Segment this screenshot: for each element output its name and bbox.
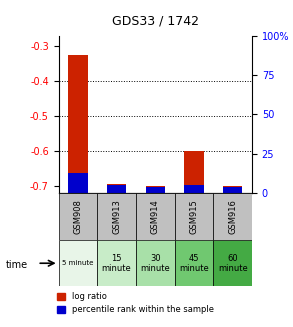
Text: 30
minute: 30 minute	[140, 253, 170, 273]
Text: 60
minute: 60 minute	[218, 253, 248, 273]
FancyBboxPatch shape	[97, 240, 136, 286]
Text: time: time	[6, 260, 28, 270]
FancyBboxPatch shape	[97, 193, 136, 240]
Text: GDS33 / 1742: GDS33 / 1742	[112, 15, 199, 28]
FancyBboxPatch shape	[59, 193, 97, 240]
Bar	[107, 185, 126, 193]
FancyBboxPatch shape	[136, 193, 175, 240]
Text: GSM913: GSM913	[112, 199, 121, 234]
Text: GSM916: GSM916	[228, 199, 237, 234]
FancyBboxPatch shape	[213, 240, 252, 286]
FancyBboxPatch shape	[213, 193, 252, 240]
Text: 5 minute: 5 minute	[62, 260, 94, 266]
Bar	[146, 186, 165, 193]
Bar	[184, 151, 204, 193]
Text: GSM915: GSM915	[190, 199, 198, 234]
Bar	[68, 55, 88, 193]
Bar	[107, 184, 126, 193]
Bar	[223, 187, 242, 193]
Text: GSM914: GSM914	[151, 199, 160, 234]
FancyBboxPatch shape	[175, 193, 213, 240]
Bar	[223, 186, 242, 193]
Bar	[68, 173, 88, 193]
FancyBboxPatch shape	[175, 240, 213, 286]
Text: GSM908: GSM908	[74, 199, 82, 234]
Bar	[184, 185, 204, 193]
Legend: log ratio, percentile rank within the sample: log ratio, percentile rank within the sa…	[57, 292, 214, 314]
Text: 45
minute: 45 minute	[179, 253, 209, 273]
FancyBboxPatch shape	[136, 240, 175, 286]
Text: 15
minute: 15 minute	[102, 253, 132, 273]
FancyBboxPatch shape	[59, 240, 97, 286]
Bar	[146, 187, 165, 193]
